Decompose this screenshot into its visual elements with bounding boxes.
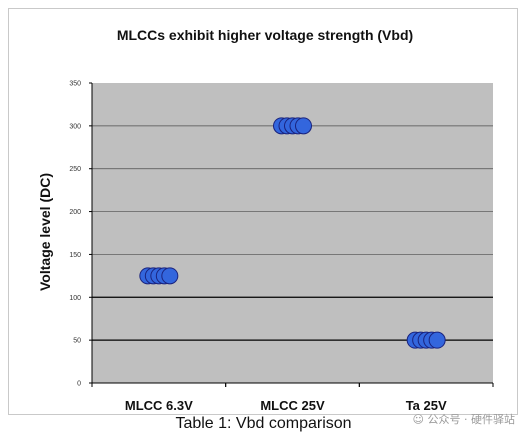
x-category-label: MLCC 25V xyxy=(260,398,325,413)
x-category-label: MLCC 6.3V xyxy=(125,398,193,413)
chart-title: MLCCs exhibit higher voltage strength (V… xyxy=(117,27,413,43)
y-tick-label: 300 xyxy=(69,123,81,130)
y-axis-label: Voltage level (DC) xyxy=(37,173,53,291)
data-point xyxy=(295,117,312,135)
figure-caption: Table 1: Vbd comparison xyxy=(175,415,352,432)
y-ticks: 0 50 100 150 200 250 300 350 xyxy=(69,81,92,388)
watermark-text: 公众号 · 硬件驿站 xyxy=(427,413,516,426)
data-points xyxy=(139,117,446,349)
wechat-icon: ☺ xyxy=(412,413,424,426)
x-categories: MLCC 6.3V MLCC 25V Ta 25V xyxy=(91,383,494,413)
data-point xyxy=(161,267,179,285)
x-category-label: Ta 25V xyxy=(406,398,447,413)
y-tick-label: 200 xyxy=(69,209,81,216)
y-tick-label: 250 xyxy=(69,166,81,173)
y-tick-label: 350 xyxy=(69,81,81,88)
watermark: ☺ 公众号 · 硬件驿站 xyxy=(413,411,515,427)
y-tick-label: 150 xyxy=(69,252,81,259)
y-tick-label: 100 xyxy=(69,295,81,302)
data-point xyxy=(428,331,446,349)
y-tick-label: 50 xyxy=(73,338,81,345)
y-tick-label: 0 xyxy=(77,381,81,388)
